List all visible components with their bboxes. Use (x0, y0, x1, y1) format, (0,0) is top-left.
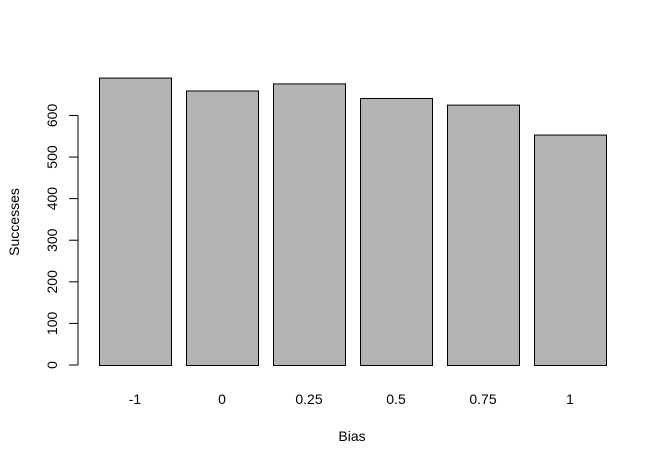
y-tick-label-0: 0 (44, 361, 60, 369)
bar-3 (360, 97, 433, 367)
bar-2 (273, 83, 346, 366)
x-tick-label-3: 0.5 (386, 391, 406, 407)
y-axis: 0 100 200 300 400 500 600 (44, 104, 79, 369)
y-tick-label-5: 500 (44, 145, 60, 169)
bars-group (99, 77, 607, 367)
x-tick-label-4: 0.75 (469, 391, 496, 407)
y-axis-title: Successes (6, 188, 22, 256)
x-tick-label-5: 1 (566, 391, 574, 407)
x-tick-label-2: 0.25 (295, 391, 322, 407)
x-tick-label-0: -1 (129, 391, 142, 407)
y-tick-label-2: 200 (44, 270, 60, 294)
x-tick-labels-group: -1 0 0.25 0.5 0.75 1 (129, 391, 574, 407)
y-tick-label-6: 600 (44, 104, 60, 128)
bar-1 (186, 90, 259, 366)
bar-0 (99, 77, 172, 367)
y-tick-label-1: 100 (44, 312, 60, 336)
bar-5 (534, 134, 607, 366)
bar-4 (447, 104, 520, 366)
y-tick-label-3: 300 (44, 228, 60, 252)
x-tick-label-1: 0 (218, 391, 226, 407)
y-tick-label-4: 400 (44, 187, 60, 211)
y-ticks-group: 0 100 200 300 400 500 600 (44, 104, 78, 369)
x-axis-title: Bias (338, 428, 365, 444)
